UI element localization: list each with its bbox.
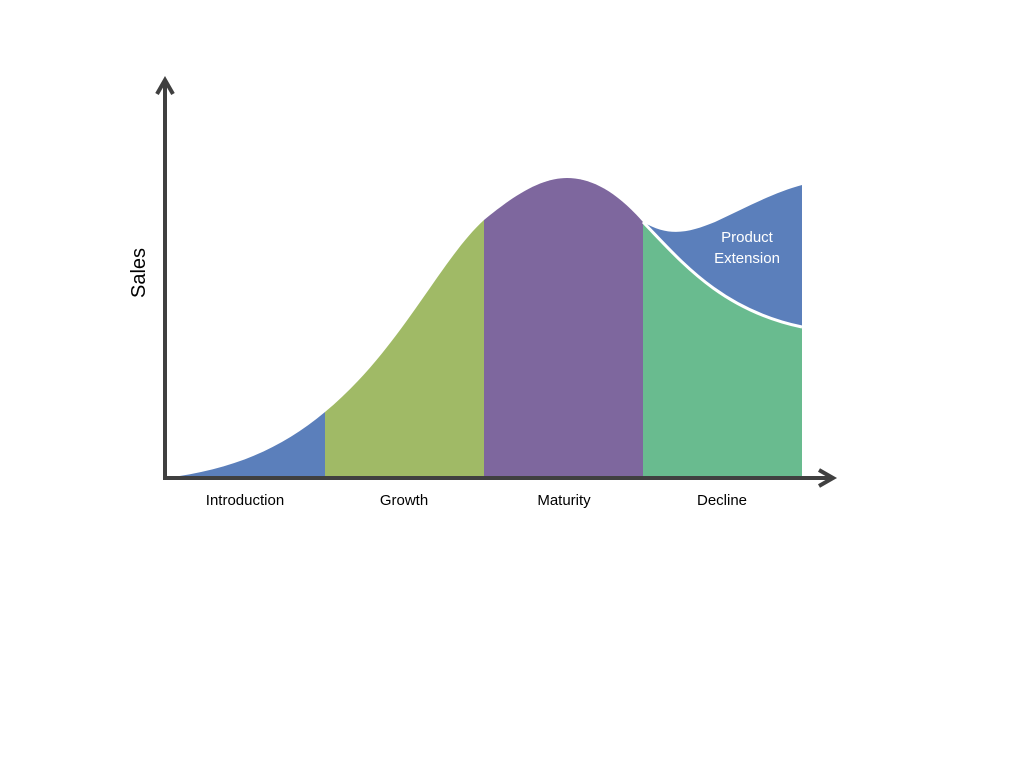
extension-label-line2: Extension: [714, 250, 780, 267]
stage-label-growth: Growth: [380, 492, 428, 509]
x-axis-arrowhead: [818, 468, 838, 488]
y-axis-arrowhead: [155, 75, 175, 95]
stage-maturity-area: [484, 178, 643, 478]
decline-extension-divider: [641, 220, 803, 329]
y-axis-label: Sales: [128, 248, 150, 298]
stage-label-decline: Decline: [697, 492, 747, 509]
product-extension-area: [643, 185, 802, 327]
stage-growth-area: [325, 220, 484, 478]
extension-label-line1: Product: [721, 229, 774, 246]
stage-introduction-area: [165, 412, 325, 478]
stage-decline-area: [643, 222, 802, 478]
stage-label-maturity: Maturity: [537, 492, 591, 509]
stage-label-introduction: Introduction: [206, 492, 284, 509]
